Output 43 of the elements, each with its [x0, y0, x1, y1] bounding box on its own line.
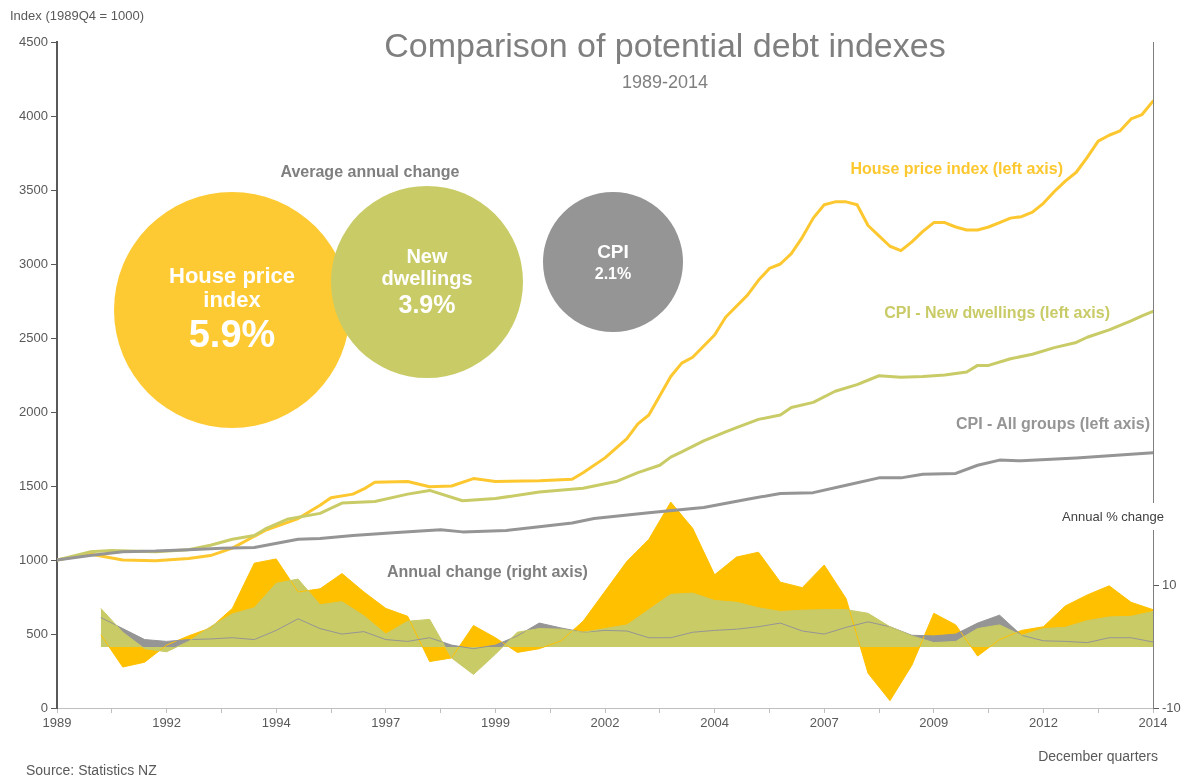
y-tick-label: 2500 — [19, 329, 48, 345]
y-tick-label: 2000 — [19, 403, 48, 419]
x-tick-label: 2007 — [809, 715, 839, 731]
y-tick-label: 4000 — [19, 107, 48, 123]
circle: CPI 2.1% — [542, 191, 684, 333]
x-tick-label: 2004 — [700, 715, 730, 731]
data-label: 5.9% — [188, 313, 276, 357]
x-tick-label: 1992 — [152, 715, 182, 731]
series-label: CPI - All groups (left axis) — [955, 415, 1150, 433]
category-label: New dwellings — [380, 245, 474, 290]
x-tick-label: 1994 — [261, 715, 291, 731]
x-tick-label: 2014 — [1138, 715, 1168, 731]
x-tick-label: 1997 — [371, 715, 401, 731]
annotation: Annual change (right axis) — [387, 563, 588, 581]
text: 1989-2014 — [620, 72, 710, 93]
y-tick-label: 3500 — [19, 181, 48, 197]
data-label: 2.1% — [594, 264, 632, 283]
y2-tick-label: -10 — [1162, 699, 1181, 715]
y-axis-title: Index (1989Q4 = 1000) — [10, 8, 145, 23]
y-tick-label: 500 — [26, 625, 48, 641]
circle: New dwellings 3.9% — [331, 186, 523, 378]
text: Average annual change — [279, 163, 461, 181]
data-label: 3.9% — [398, 290, 456, 319]
series-label: House price index (left axis) — [850, 160, 1063, 178]
y2-tick-label: 10 — [1162, 577, 1177, 593]
x-tick-label: 2009 — [919, 715, 949, 731]
source-note: Source: Statistics NZ — [26, 762, 157, 778]
y-tick-label: 4500 — [19, 33, 48, 49]
x-tick-label: 1999 — [480, 715, 510, 731]
circle: House price index 5.9% — [114, 192, 350, 428]
chart-title: Comparison of potential debt indexes — [383, 26, 947, 65]
x-tick-label: 2002 — [590, 715, 620, 731]
y-tick-label: 0 — [40, 699, 48, 715]
x-tick-label: 1989 — [42, 715, 72, 731]
category-label: House price index — [168, 262, 296, 313]
y2-axis-title: Annual % change — [1062, 503, 1164, 530]
y-tick-label: 1000 — [19, 551, 48, 567]
series-label: CPI - New dwellings (left axis) — [884, 304, 1110, 322]
text: December quarters — [1038, 748, 1158, 764]
x-tick-label: 2012 — [1028, 715, 1058, 731]
y-tick-label: 1500 — [19, 477, 48, 493]
category-label: CPI — [596, 240, 630, 263]
y-tick-label: 3000 — [19, 255, 48, 271]
